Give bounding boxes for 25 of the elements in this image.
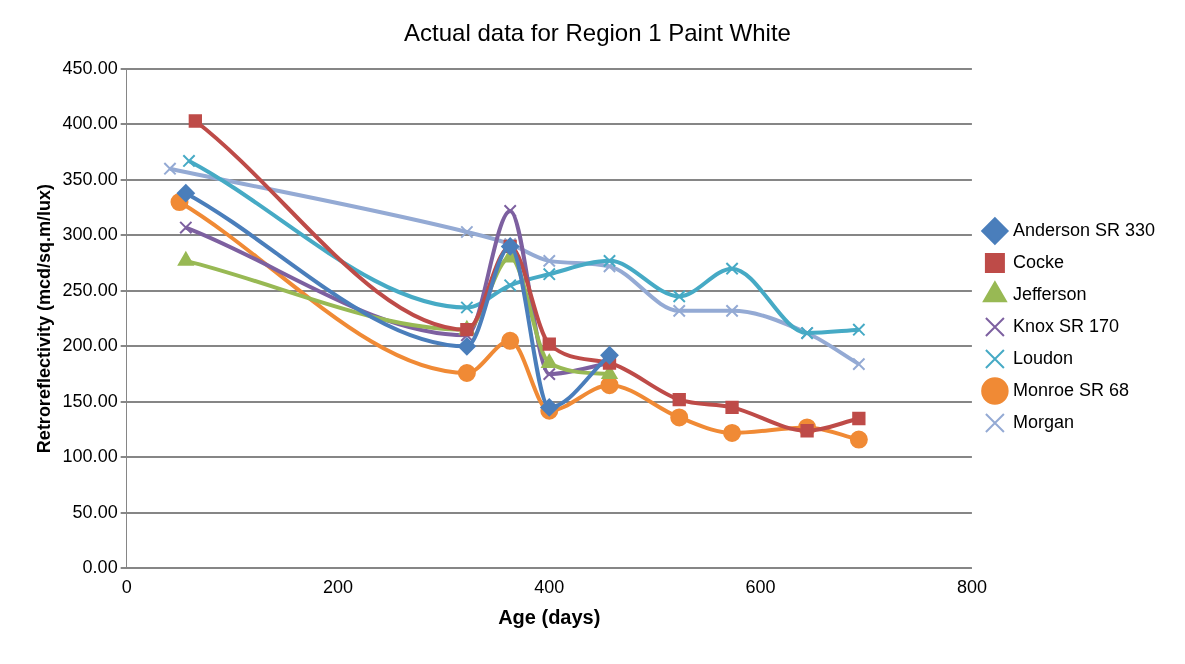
legend-label: Loudon (1012, 347, 1073, 368)
y-tick-label: 450.00 (62, 57, 118, 78)
y-tick-label: 400.00 (62, 113, 118, 134)
y-tick-label: 300.00 (62, 224, 118, 245)
x-axis-title: Age (days) (498, 605, 601, 628)
legend-label: Monroe SR 68 (1012, 379, 1129, 400)
y-tick-label: 50.00 (72, 501, 118, 522)
x-tick-label: 0 (121, 577, 132, 598)
y-tick-label: 250.00 (62, 279, 118, 300)
y-tick-label: 150.00 (62, 390, 118, 411)
legend-label: Jefferson (1012, 283, 1087, 304)
chart-title: Actual data for Region 1 Paint White (404, 19, 791, 47)
y-tick-label: 0.00 (82, 557, 118, 578)
y-axis-title: Retroreflectivity (mcd/sq.m/lux) (33, 184, 54, 454)
x-tick-label: 200 (322, 577, 353, 598)
x-tick-label: 600 (745, 577, 776, 598)
legend-label: Anderson SR 330 (1012, 219, 1155, 240)
y-tick-label: 350.00 (62, 168, 118, 189)
x-tick-label: 400 (534, 577, 565, 598)
x-tick-label: 800 (956, 577, 987, 598)
legend-label: Knox SR 170 (1012, 315, 1119, 336)
legend-label: Morgan (1012, 411, 1074, 432)
y-tick-label: 100.00 (62, 446, 118, 467)
legend-label: Cocke (1012, 251, 1064, 272)
y-tick-label: 200.00 (62, 335, 118, 356)
